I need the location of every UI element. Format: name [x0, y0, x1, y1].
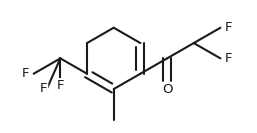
Text: F: F: [22, 67, 29, 80]
Text: F: F: [225, 21, 232, 34]
Text: F: F: [40, 82, 47, 95]
Text: F: F: [57, 79, 64, 92]
Text: O: O: [162, 83, 172, 95]
Text: F: F: [225, 52, 232, 65]
